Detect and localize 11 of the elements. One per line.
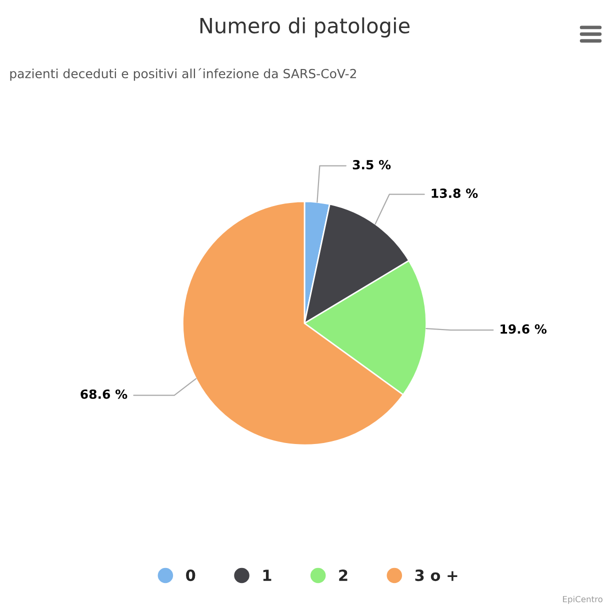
legend-label: 0 [186, 570, 196, 582]
data-label: 13.8 % [432, 188, 478, 198]
legend-label: 1 [263, 570, 272, 581]
chart-title: Numero di patologie [200, 17, 410, 38]
data-label: 19.6 % [500, 324, 547, 334]
text: EpiCentro [563, 596, 602, 604]
legend-label: 2 [339, 570, 348, 581]
data-label: 68.6 % [80, 389, 128, 399]
chart-subtitle: pazienti deceduti e positivi all´infezione da SARS-CoV-2 [10, 68, 356, 81]
data-label: 3.5 % [352, 160, 391, 170]
legend-label: 3 o + [415, 570, 458, 582]
